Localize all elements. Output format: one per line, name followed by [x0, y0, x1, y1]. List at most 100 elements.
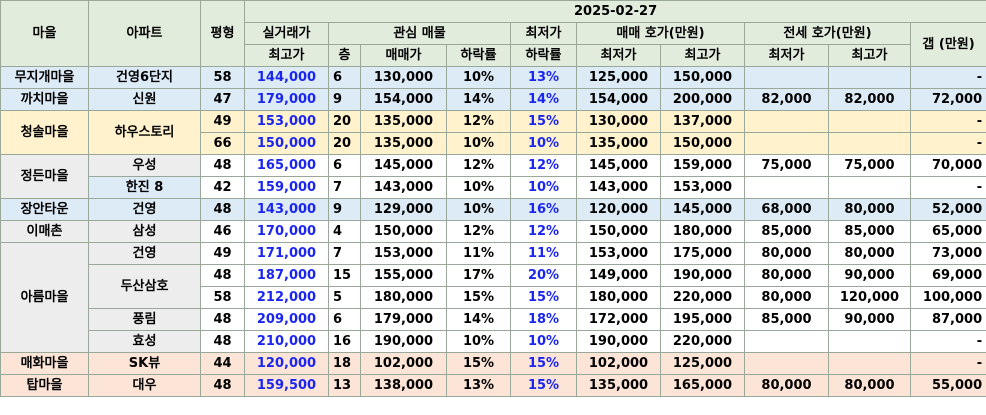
- apartment-cell: 한진 8: [88, 176, 201, 199]
- village-cell: 아름마을: [0, 242, 89, 353]
- pyeong-cell: 42: [200, 176, 245, 199]
- lowest-decline-cell: 10%: [510, 176, 577, 199]
- apartment-cell: SK뷰: [88, 352, 201, 375]
- sale-max-cell: 150,000: [660, 66, 745, 89]
- sale-max-cell: 200,000: [660, 88, 745, 111]
- gap-cell: 52,000: [909, 198, 986, 221]
- pyeong-cell: 48: [200, 264, 245, 287]
- sale-min-cell: 154,000: [576, 88, 661, 111]
- table-row: 효성 48 210,000 16 190,000 10% 10% 190,000 220,000…: [1, 330, 986, 353]
- floor-cell: 15: [328, 264, 361, 287]
- jeonse-min-cell: [744, 132, 829, 155]
- apartment-cell: 효성: [88, 330, 201, 353]
- real-trade-max-cell: 150,000: [244, 132, 329, 155]
- gap-cell: 69,000: [909, 264, 986, 287]
- sale-max-cell: 125,000: [660, 352, 745, 375]
- jeonse-min-cell: [744, 176, 829, 199]
- pyeong-cell: 66: [200, 132, 245, 155]
- jeonse-max-cell: 90,000: [828, 308, 911, 331]
- gap-cell: 72,000: [909, 88, 986, 111]
- sale-max-cell: 145,000: [660, 198, 745, 221]
- village-cell: 청솔마을: [0, 110, 89, 155]
- lowest-decline-cell: 13%: [510, 66, 577, 89]
- header-jeonse-quote: 전세 호가(만원): [744, 22, 911, 45]
- real-trade-max-cell: 179,000: [244, 88, 329, 111]
- apartment-cell: 건영6단지: [88, 66, 201, 89]
- real-trade-max-cell: 209,000: [244, 308, 329, 331]
- table-row: 정든마을 우성 48 165,000 6 145,000 12% 12% 145,000 159,…: [0, 154, 986, 199]
- apartment-cell: 대우: [88, 374, 201, 397]
- lowest-decline-cell: 15%: [510, 286, 577, 309]
- apartment-cell: 건영: [88, 242, 201, 265]
- sale-min-cell: 143,000: [576, 176, 661, 199]
- apartment-cell: 삼성: [88, 220, 201, 243]
- jeonse-max-cell: 90,000: [828, 264, 911, 287]
- sale-min-cell: 102,000: [576, 352, 661, 375]
- sale-price-cell: 135,000: [360, 132, 447, 155]
- header-date: 2025-02-27: [243, 0, 986, 23]
- decline-rate-cell: 12%: [446, 220, 511, 243]
- jeonse-max-cell: 85,000: [828, 220, 911, 243]
- village-cell: 정든마을: [0, 154, 89, 199]
- decline-rate-cell: 10%: [446, 132, 511, 155]
- pyeong-cell: 48: [200, 330, 245, 353]
- jeonse-max-cell: [828, 330, 911, 353]
- pyeong-cell: 49: [200, 110, 245, 133]
- table-row: 탑마을 대우 48 159,500 13 138,000 13% 15% 135,000 165,…: [0, 374, 986, 397]
- jeonse-min-cell: 68,000: [744, 198, 829, 221]
- sale-min-cell: 149,000: [576, 264, 661, 287]
- pyeong-cell: 47: [200, 88, 245, 111]
- floor-cell: 6: [328, 154, 361, 177]
- jeonse-max-cell: [828, 176, 911, 199]
- header-sale-max: 최고가: [660, 44, 745, 67]
- sale-min-cell: 130,000: [576, 110, 661, 133]
- sale-max-cell: 137,000: [660, 110, 745, 133]
- apartment-cell: 건영: [88, 198, 201, 221]
- gap-cell: 65,000: [909, 220, 986, 243]
- jeonse-max-cell: 75,000: [828, 154, 911, 177]
- sale-price-cell: 102,000: [360, 352, 447, 375]
- sale-price-cell: 145,000: [360, 154, 447, 177]
- table-row: 까치마을 신원 47 179,000 9 154,000 14% 14% 154,000 200,…: [0, 88, 986, 111]
- lowest-decline-cell: 14%: [510, 88, 577, 111]
- table-row: 이매촌 삼성 46 170,000 4 150,000 12% 12% 150,000 180,0…: [0, 220, 986, 243]
- decline-rate-cell: 12%: [446, 154, 511, 177]
- village-cell: 매화마을: [0, 352, 89, 375]
- real-trade-max-cell: 212,000: [244, 286, 329, 309]
- floor-cell: 20: [328, 132, 361, 155]
- pyeong-cell: 58: [200, 286, 245, 309]
- apartment-cell: 신원: [88, 88, 201, 111]
- village-cell: 탑마을: [0, 374, 89, 397]
- header-interest-listing: 관심 매물: [328, 22, 511, 45]
- decline-rate-cell: 15%: [446, 286, 511, 309]
- table-row: 한진 8 42 159,000 7 143,000 10% 10% 143,000 153,00…: [1, 176, 986, 199]
- real-trade-max-cell: 210,000: [244, 330, 329, 353]
- sale-price-cell: 138,000: [360, 374, 447, 397]
- floor-cell: 9: [328, 88, 361, 111]
- pyeong-cell: 48: [200, 374, 245, 397]
- floor-cell: 16: [328, 330, 361, 353]
- gap-cell: 73,000: [909, 242, 986, 265]
- sale-price-cell: 135,000: [360, 110, 447, 133]
- jeonse-min-cell: 80,000: [744, 242, 829, 265]
- header-jeonse-min: 최저가: [744, 44, 829, 67]
- gap-cell: -: [909, 176, 986, 199]
- lowest-decline-cell: 10%: [510, 132, 577, 155]
- real-trade-max-cell: 120,000: [244, 352, 329, 375]
- table-row: 아름마을 건영 49 171,000 7 153,000 11% 11% 153,000 175,…: [0, 242, 986, 353]
- sale-price-cell: 154,000: [360, 88, 447, 111]
- table-row: 두산삼호 48 187,000 15 155,000 17% 20% 149,000 190,0…: [1, 264, 986, 309]
- real-trade-max-cell: 159,500: [244, 374, 329, 397]
- sale-price-cell: 180,000: [360, 286, 447, 309]
- sale-min-cell: 172,000: [576, 308, 661, 331]
- decline-rate-cell: 13%: [446, 374, 511, 397]
- header-pyeong: 평형: [200, 0, 245, 67]
- sale-max-cell: 175,000: [660, 242, 745, 265]
- jeonse-min-cell: 80,000: [744, 264, 829, 287]
- apartment-price-table: 마을 아파트 평형 2025-02-27 실거래가 관심 매물 최저가 매매 호…: [0, 0, 986, 397]
- jeonse-min-cell: 85,000: [744, 308, 829, 331]
- gap-cell: 100,000: [909, 286, 986, 309]
- sale-min-cell: 150,000: [576, 220, 661, 243]
- pyeong-cell: 46: [200, 220, 245, 243]
- header-sale-price: 매매가: [360, 44, 447, 67]
